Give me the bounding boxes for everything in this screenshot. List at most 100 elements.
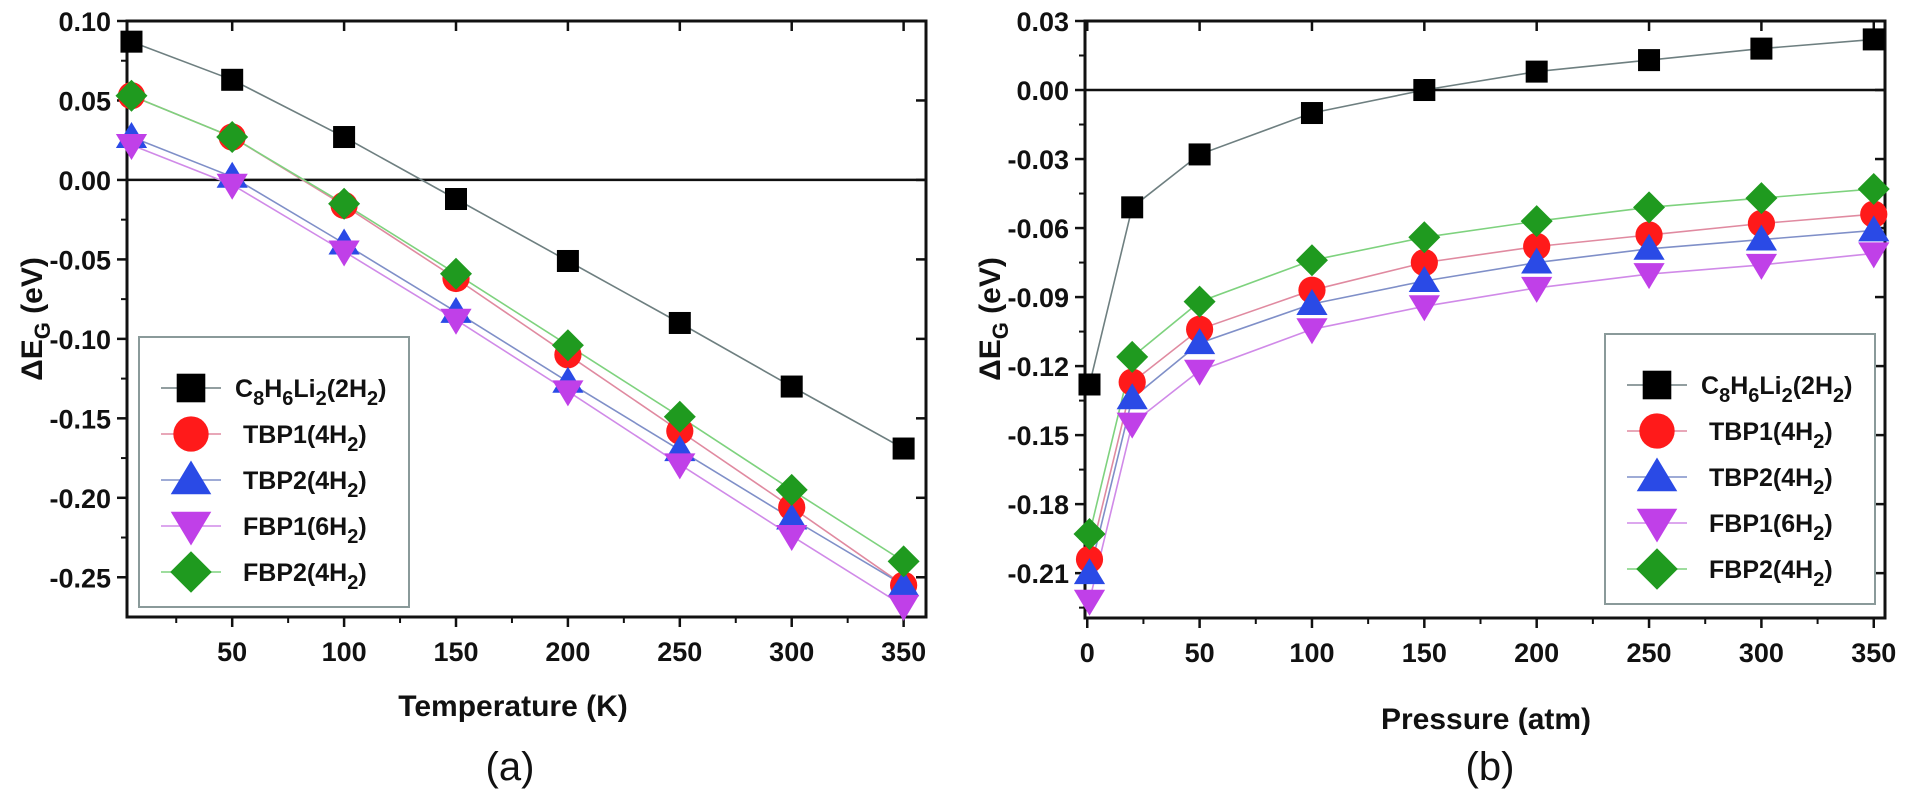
data-point-circle (1523, 232, 1551, 261)
legend-marker-diamond-icon (170, 551, 212, 593)
data-point-triangle-down (1184, 359, 1216, 386)
data-point-diamond (1183, 285, 1216, 318)
data-point-diamond (328, 187, 361, 220)
data-point-diamond (1295, 244, 1328, 277)
series-line-4 (131, 94, 905, 563)
data-point-square (333, 126, 356, 149)
data-point-diamond (887, 545, 920, 578)
legend-item: FBP2(4H2) (161, 551, 367, 594)
data-point-diamond (551, 329, 584, 362)
data-point-triangle-down (1745, 253, 1778, 280)
y-axis-title: ΔEG (eV) (16, 257, 55, 381)
legend-label-part: ) (358, 513, 366, 541)
legend-item: TBP2(4H2) (1627, 457, 1833, 499)
legend-item: FBP2(4H2) (1627, 548, 1833, 591)
x-tick-label: 250 (1627, 638, 1672, 668)
data-point-square (892, 437, 915, 460)
legend-item: C8H6Li2(2H2) (1627, 370, 1852, 407)
legend-label-part: (2H (1793, 372, 1833, 400)
x-tick-label: 100 (322, 637, 367, 667)
legend-marker-diamond-icon (1636, 548, 1678, 590)
x-tick-label: 150 (1402, 638, 1447, 668)
y-axis-title-main: ΔE (16, 339, 49, 381)
x-tick-label: 350 (881, 637, 926, 667)
data-point-square (1121, 196, 1144, 219)
legend-label-subscript: 2 (1813, 477, 1824, 499)
y-tick-label: -0.12 (1007, 352, 1069, 382)
legend-item: TBP1(4H2) (1627, 413, 1833, 453)
data-point-diamond (1857, 172, 1890, 205)
legend-label: TBP2(4H2) (243, 467, 367, 502)
data-point-diamond (1520, 205, 1553, 238)
legend-marker-triangle-down-icon (170, 511, 212, 546)
panel-label: (b) (1466, 745, 1515, 789)
data-point-triangle-up (1858, 215, 1890, 242)
legend: C8H6Li2(2H2)TBP1(4H2)TBP2(4H2)FBP1(6H2)F… (138, 336, 410, 608)
legend-label-part: C (1701, 372, 1719, 400)
legend-label-part: FBP2(4H (243, 559, 347, 587)
plot-frame (1083, 19, 1887, 620)
x-axis-title: Temperature (K) (398, 690, 627, 723)
x-tick-label: 350 (1851, 638, 1896, 668)
legend-marker-square-icon (1642, 370, 1672, 400)
data-point-triangle-down (1073, 589, 1106, 616)
y-axis-title-unit: (eV) (974, 257, 1007, 322)
legend-label-part: TBP1(4H (243, 421, 347, 449)
data-point-circle (1410, 248, 1438, 277)
legend-label-part: TBP1(4H (1709, 418, 1813, 446)
y-tick-label: -0.09 (1007, 283, 1069, 313)
legend-label-part: TBP2(4H (1709, 464, 1813, 492)
y-tick-label: -0.15 (1007, 421, 1069, 451)
legend-marker-triangle-down-icon (1636, 508, 1678, 543)
legend-label-part: FBP1(6H (243, 513, 347, 541)
legend-label: TBP1(4H2) (1709, 418, 1833, 453)
data-point-circle (1118, 368, 1146, 396)
data-point-triangle-down (440, 308, 472, 335)
legend-label-part: Li (1759, 372, 1781, 400)
data-point-square (1078, 373, 1101, 396)
data-point-square (1862, 28, 1885, 51)
data-point-square (1638, 49, 1661, 72)
data-point-triangle-up (1633, 233, 1665, 260)
y-tick-label: 0.00 (58, 166, 111, 196)
legend-item: FBP1(6H2) (1627, 508, 1833, 545)
data-point-square (1188, 143, 1211, 166)
legend-label-part: ) (358, 421, 366, 449)
data-point-triangle-down (328, 240, 360, 267)
data-point-diamond (115, 79, 148, 112)
y-axis-title-subscript: G (988, 322, 1013, 339)
data-point-square (120, 30, 143, 53)
series-line-2 (131, 136, 905, 586)
data-point-triangle-down (664, 453, 696, 480)
data-point-diamond (1633, 191, 1666, 224)
y-tick-label: -0.21 (1007, 559, 1069, 589)
data-point-diamond (1116, 340, 1149, 373)
series-line-0 (131, 40, 904, 450)
x-tick-label: 150 (433, 637, 478, 667)
data-point-triangle-up (776, 503, 808, 530)
legend-label-subscript: 2 (367, 388, 378, 410)
legend-label-subscript: 2 (347, 434, 358, 456)
legend: C8H6Li2(2H2) TBP1(4H2) TBP2(4H2) FBP1(6H2)F… (1604, 333, 1876, 605)
y-axis-title-subscript: G (30, 322, 55, 339)
legend-label-subscript: 2 (1813, 569, 1824, 591)
legend-label: FBP1(6H2) (243, 513, 367, 548)
data-point-triangle-down (1116, 412, 1148, 439)
legend-item: C8H6Li2(2H2) (161, 373, 386, 410)
legend-item: FBP1(6H2) (161, 511, 367, 548)
x-tick-label: 200 (1514, 638, 1559, 668)
data-point-square (1750, 37, 1773, 60)
legend-label: FBP2(4H2) (243, 559, 367, 594)
data-point-diamond (663, 400, 696, 433)
y-tick-label: 0.03 (1016, 7, 1069, 37)
y-tick-label: -0.20 (49, 484, 111, 514)
legend-label-subscript: 2 (347, 572, 358, 594)
data-point-circle (1860, 200, 1888, 228)
y-tick-label: -0.15 (49, 404, 111, 434)
data-point-triangle-down (1858, 242, 1890, 269)
data-point-diamond (440, 257, 472, 290)
legend-label-subscript: 2 (1782, 385, 1793, 407)
data-point-triangle-up (1296, 288, 1328, 315)
legend-label-part: H (264, 375, 282, 403)
